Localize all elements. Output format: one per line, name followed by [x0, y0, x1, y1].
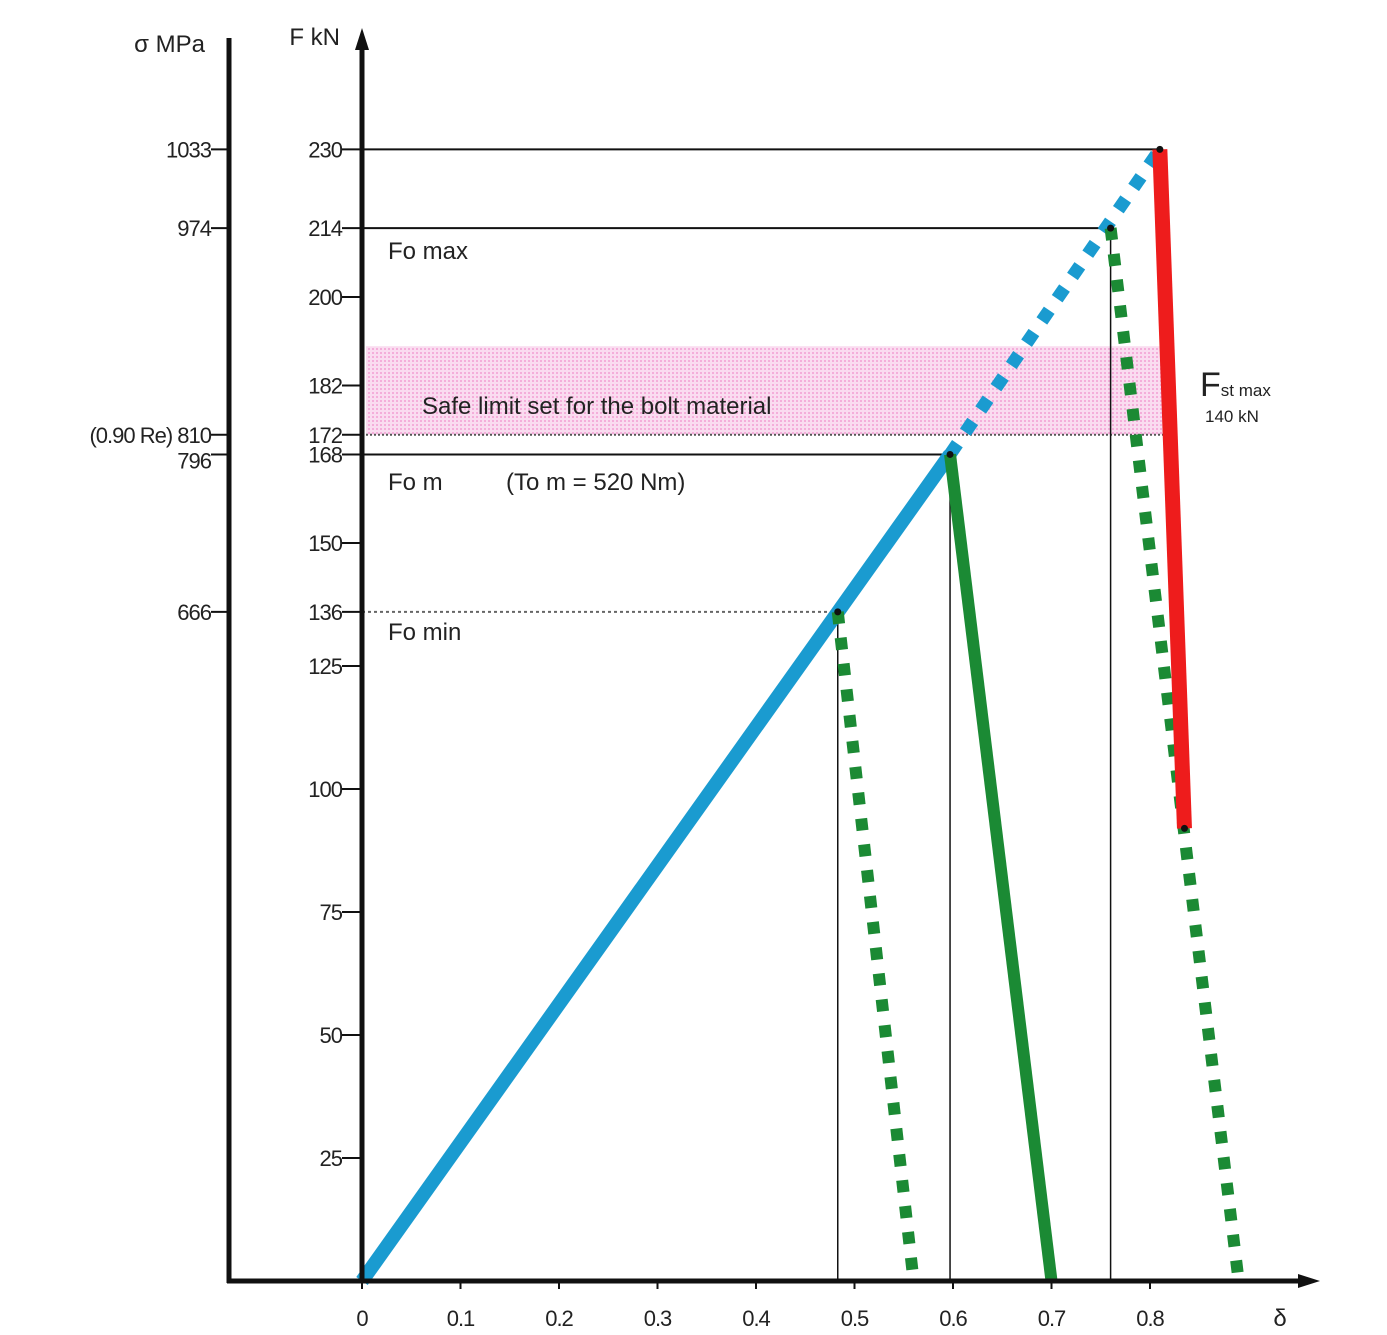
series-layer [356, 145, 1245, 1286]
f-tick-label: 50 [320, 1023, 343, 1048]
safe-band-area [366, 346, 1166, 435]
key-point-marker [1107, 224, 1115, 232]
sigma-axis-title: σ MPa [134, 31, 205, 58]
fst-max-label: Fst max [1200, 366, 1271, 404]
sigma-tick-label: (0.90 Re) 810 [89, 423, 211, 448]
reference-lines-layer [362, 148, 1160, 1281]
key-point-marker [1180, 824, 1188, 832]
x-tick-label: 0 [356, 1306, 368, 1331]
force-axis-arrow [355, 28, 369, 50]
x-axis-title: δ [1273, 1305, 1286, 1332]
key-point-marker [946, 450, 954, 458]
fst-main: F [1200, 366, 1221, 404]
sigma-tick-label: 796 [177, 448, 211, 473]
fo-m-note: (To m = 520 Nm) [506, 469, 685, 496]
x-tick-label: 0.3 [644, 1306, 672, 1331]
fst-sub: st max [1221, 381, 1272, 400]
f-tick-label: 136 [308, 600, 342, 625]
safe-band-layer [362, 346, 1166, 436]
sigma-tick-label: 974 [177, 216, 211, 241]
series-line [831, 611, 920, 1282]
f-tick-label: 75 [320, 900, 343, 925]
x-tick-label: 0.5 [841, 1306, 869, 1331]
x-tick-label: 0.4 [742, 1306, 770, 1331]
f-tick-label: 230 [308, 137, 342, 162]
fo-m-label: Fo m [388, 469, 443, 496]
series-line [356, 450, 956, 1286]
sigma-tick-label: 1033 [166, 137, 212, 162]
series-line [944, 453, 1058, 1282]
key-point-marker [1156, 145, 1164, 153]
x-tick-label: 0.8 [1136, 1306, 1164, 1331]
f-tick-label: 150 [308, 531, 342, 556]
x-tick-label: 0.2 [545, 1306, 573, 1331]
sigma-tick-label: 666 [177, 600, 211, 625]
f-tick-label: 182 [308, 374, 342, 399]
fo-max-label: Fo max [388, 238, 468, 265]
f-tick-label: 100 [308, 777, 342, 802]
force-axis-title: F kN [289, 24, 340, 51]
f-tick-label: 168 [308, 442, 342, 467]
key-point-marker [834, 608, 842, 616]
x-axis-arrow [1298, 1274, 1320, 1288]
safe-band-label: Safe limit set for the bolt material [422, 393, 771, 420]
f-tick-label: 214 [308, 216, 342, 241]
f-tick-label: 200 [308, 285, 342, 310]
f-tick-label: 125 [308, 654, 342, 679]
labels-layer: σ MPa F kN δ Safe limit set for the bolt… [134, 24, 1287, 1332]
x-tick-label: 0.7 [1038, 1306, 1066, 1331]
x-tick-label: 0.6 [939, 1306, 967, 1331]
series-line [1152, 149, 1192, 829]
x-tick-label: 0.1 [447, 1306, 475, 1331]
f-tick-label: 25 [320, 1146, 343, 1171]
fo-min-label: Fo min [388, 619, 461, 646]
series-line [944, 145, 1166, 459]
f-tick-label: 172 [308, 423, 342, 448]
fst-max-value: 140 kN [1205, 407, 1259, 426]
axes-layer: 0 0.1 0.2 0.3 0.4 0.5 0.6 0.7 0.8 25 50 75 100 125 136… [89, 28, 1320, 1331]
